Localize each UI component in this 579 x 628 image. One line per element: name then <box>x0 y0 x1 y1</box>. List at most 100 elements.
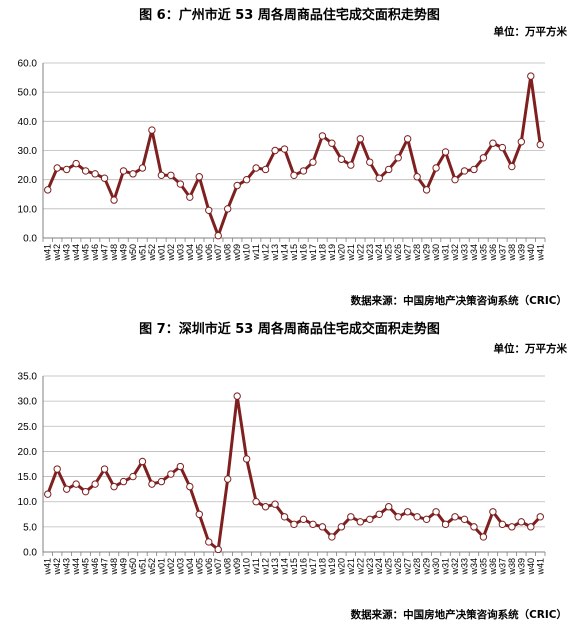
x-tick-label: w31 <box>441 558 451 576</box>
data-point <box>148 480 156 488</box>
x-tick-label: w08 <box>223 244 233 262</box>
x-tick-label: w01 <box>156 558 166 576</box>
x-tick-label: w49 <box>119 558 129 576</box>
data-point <box>527 72 535 80</box>
data-point <box>62 485 71 493</box>
x-tick-label: w21 <box>346 244 356 262</box>
x-tick-label: w11 <box>251 244 261 261</box>
data-point <box>44 186 52 194</box>
data-point <box>432 508 440 516</box>
data-point <box>375 174 383 182</box>
data-point <box>460 167 469 175</box>
data-point <box>328 139 336 147</box>
x-tick-label: w13 <box>270 244 280 262</box>
x-tick-label: w02 <box>166 558 176 576</box>
x-tick-label: w34 <box>469 558 479 576</box>
data-point <box>72 480 80 488</box>
data-point <box>413 513 421 521</box>
data-point <box>261 503 270 511</box>
data-point <box>413 173 421 181</box>
data-point <box>508 162 516 171</box>
x-tick-label: w51 <box>137 558 147 576</box>
x-tick-label: w42 <box>52 558 62 576</box>
data-point <box>366 158 374 166</box>
y-tick-label: 30.0 <box>18 397 38 408</box>
data-point <box>91 170 99 178</box>
data-point <box>100 174 109 182</box>
data-point <box>280 513 289 521</box>
data-point <box>337 523 346 531</box>
x-tick-label: w49 <box>119 244 129 262</box>
data-point <box>138 164 147 172</box>
data-point <box>271 500 279 508</box>
x-tick-label: w47 <box>100 558 110 576</box>
x-tick-label: w46 <box>90 558 100 576</box>
data-point <box>299 515 308 524</box>
x-tick-label: w27 <box>403 244 413 262</box>
y-tick-label: 25.0 <box>18 422 38 433</box>
data-point <box>148 126 156 134</box>
data-point <box>110 196 118 204</box>
data-point <box>489 139 497 147</box>
data-point <box>223 205 232 213</box>
x-tick-label: w41 <box>43 244 53 262</box>
data-point <box>451 175 459 184</box>
x-tick-label: w15 <box>289 244 299 262</box>
x-tick-label: w44 <box>71 244 81 262</box>
x-tick-label: w05 <box>194 558 204 576</box>
y-tick-label: 20.0 <box>18 447 38 458</box>
data-point <box>290 520 298 529</box>
x-tick-label: w22 <box>355 244 365 262</box>
x-tick-label: w29 <box>422 244 432 262</box>
x-tick-label: w37 <box>497 558 507 576</box>
x-tick-label: w07 <box>213 558 223 576</box>
x-tick-label: w40 <box>526 558 536 576</box>
data-point <box>451 513 459 521</box>
x-tick-label: w39 <box>516 558 526 576</box>
x-tick-label: w22 <box>355 558 365 576</box>
data-point <box>356 518 365 526</box>
x-tick-label: w19 <box>327 244 337 262</box>
data-point <box>233 392 241 400</box>
x-tick-label: w25 <box>384 558 394 576</box>
data-point <box>356 135 365 143</box>
x-tick-label: w28 <box>412 558 422 576</box>
x-tick-label: w38 <box>507 244 517 262</box>
data-point <box>470 523 478 531</box>
data-point <box>394 154 402 162</box>
data-point <box>422 186 431 194</box>
data-point <box>422 515 431 524</box>
data-point <box>508 523 516 531</box>
data-point <box>223 475 232 483</box>
y-tick-label: 30.0 <box>18 146 38 157</box>
x-tick-label: w35 <box>478 244 488 262</box>
x-tick-label: w09 <box>232 558 242 576</box>
data-point <box>110 482 118 491</box>
data-point <box>280 145 289 153</box>
y-tick-label: 0.0 <box>23 234 37 245</box>
x-tick-label: w08 <box>223 558 233 576</box>
unit-label-guangzhou: 单位：万平方米 <box>493 26 568 38</box>
data-point <box>385 503 393 511</box>
x-tick-label: w26 <box>393 244 403 262</box>
data-point <box>261 165 270 174</box>
data-point <box>242 455 251 463</box>
chart-title-shenzhen: 图 7：深圳市近 53 周各周商品住宅成交面积走势图 <box>139 322 440 337</box>
x-tick-label: w17 <box>308 244 318 262</box>
data-point <box>157 171 166 179</box>
x-tick-label: w28 <box>412 244 422 262</box>
x-tick-label: w18 <box>317 558 327 576</box>
data-point <box>205 538 213 546</box>
data-point <box>403 135 412 143</box>
x-tick-label: w26 <box>393 558 403 576</box>
x-tick-label: w07 <box>213 244 223 262</box>
x-tick-label: w45 <box>81 558 91 576</box>
data-point <box>309 158 317 166</box>
y-tick-label: 40.0 <box>18 117 38 128</box>
data-point <box>91 480 99 488</box>
x-tick-label: w46 <box>90 244 100 262</box>
data-point <box>536 513 544 521</box>
data-point <box>309 520 317 529</box>
x-tick-label: w47 <box>100 244 110 262</box>
